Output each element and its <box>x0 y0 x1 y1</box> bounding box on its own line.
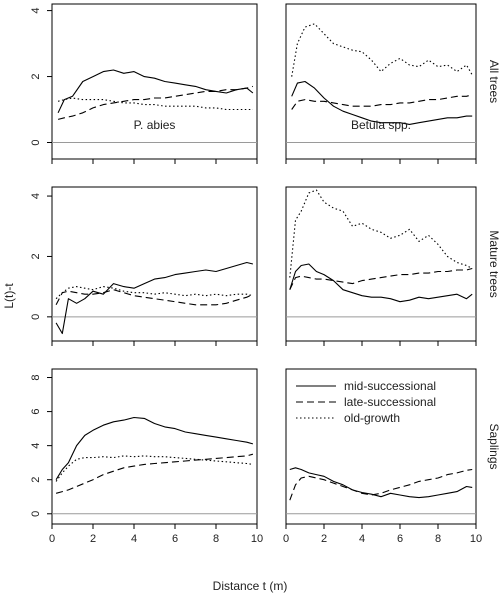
panel-frame <box>285 3 477 160</box>
legend-label: late-successional <box>344 395 436 409</box>
column-label: P. abies <box>134 118 176 132</box>
panel-frame <box>51 186 258 342</box>
legend-label: old-growth <box>344 411 400 425</box>
y-axis-title-group: L(t)-t <box>2 283 16 309</box>
row-label: Saplings <box>487 423 500 469</box>
panel-frame <box>285 186 477 342</box>
row-label: Mature trees <box>487 230 500 297</box>
y-tick-label: 2 <box>30 477 42 483</box>
series-line-dashed <box>57 85 254 120</box>
panel-r2-c2 <box>285 186 477 346</box>
series-line-dotted <box>55 286 254 300</box>
x-tick-label: 10 <box>470 533 482 545</box>
x-tick-label: 10 <box>251 533 263 545</box>
series-line-dashed <box>55 289 254 306</box>
x-tick-label: 4 <box>359 533 365 545</box>
series-line-solid <box>289 263 473 303</box>
y-tick-label: 0 <box>30 314 42 320</box>
series-line-solid <box>291 80 473 125</box>
x-axis-title: Distance t (m) <box>213 579 288 593</box>
panel-r3-c1: 0 2 4 6 8 10 0 2 4 6 8 <box>30 368 263 545</box>
x-tick-label: 2 <box>321 533 327 545</box>
x-tick-label: 8 <box>213 533 219 545</box>
series-line-dotted <box>289 189 473 278</box>
y-tick-label: 4 <box>30 443 42 449</box>
y-tick-label: 0 <box>30 511 42 517</box>
x-tick-label: 0 <box>283 533 289 545</box>
panel-r1-c2: Betula spp. <box>285 3 477 164</box>
series-line-solid <box>57 69 254 114</box>
y-tick-label: 0 <box>30 139 42 145</box>
series-line-dashed <box>289 468 473 501</box>
panel-r2-c1: 0 2 4 <box>30 186 258 346</box>
x-tick-label: 6 <box>397 533 403 545</box>
panel-r1-c1: 0 2 4 P. abies <box>30 3 258 164</box>
y-tick-label: 4 <box>30 8 42 14</box>
x-tick-label: 4 <box>131 533 137 545</box>
legend: mid-successional late-successional old-gro… <box>296 379 436 425</box>
series-line-dotted <box>55 455 253 482</box>
y-tick-label: 4 <box>30 193 42 199</box>
series-line-solid <box>55 416 254 480</box>
series-line-dotted <box>57 97 253 111</box>
series-line-dotted <box>291 23 473 77</box>
x-tick-label: 2 <box>90 533 96 545</box>
y-tick-label: 2 <box>30 253 42 259</box>
y-tick-label: 6 <box>30 409 42 415</box>
y-tick-label: 2 <box>30 73 42 79</box>
panel-frame <box>51 3 258 160</box>
panel-frame <box>51 368 258 525</box>
row-label: All trees <box>487 60 500 103</box>
x-tick-label: 0 <box>49 533 55 545</box>
series-line-dashed <box>291 94 473 110</box>
legend-label: mid-successional <box>344 379 436 393</box>
panel-grid: 0 2 4 P. abies Betula spp. All trees 0 2 4 Mature… <box>30 3 500 545</box>
y-tick-label: 8 <box>30 374 42 380</box>
panel-frame <box>285 368 477 525</box>
series-line-solid <box>55 261 254 335</box>
panel-r3-c2: 0 2 4 6 8 10 <box>283 368 482 545</box>
y-axis-title: L(t)-t <box>2 283 16 309</box>
x-tick-label: 6 <box>172 533 178 545</box>
series-line-solid <box>289 467 473 499</box>
column-label: Betula spp. <box>351 118 411 132</box>
x-tick-label: 8 <box>435 533 441 545</box>
series-line-dashed <box>55 453 254 494</box>
